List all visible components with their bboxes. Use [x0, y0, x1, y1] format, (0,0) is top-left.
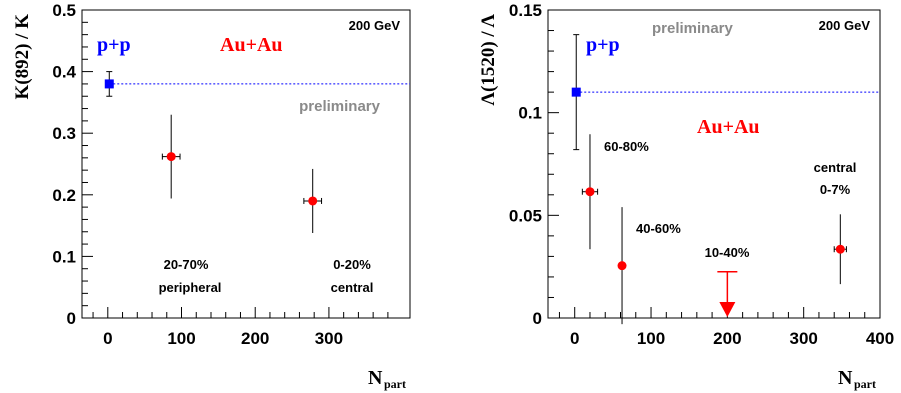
y-tick-label: 0.5	[52, 1, 76, 20]
auau-label: Au+Au	[220, 34, 283, 56]
x-tick-label: 200	[713, 329, 741, 348]
auau-data-point	[835, 244, 845, 254]
centrality-label: 40-60%	[636, 221, 681, 236]
panel-1: 0 0.1 0.2 0.3 0.4 0.5 0 100 200 300 K(892) / K N par…	[12, 1, 411, 391]
x-tick-label: 400	[866, 329, 894, 348]
centrality-label: 0-7%	[820, 182, 851, 197]
auau-data-point	[166, 152, 176, 162]
centrality-label: 20-70%	[164, 257, 209, 272]
x-tick-label: 300	[315, 329, 343, 348]
y-tick-label: 0.05	[509, 206, 542, 225]
x-tick-label: 100	[637, 329, 665, 348]
x-tick-label: 100	[167, 329, 195, 348]
auau-data-point	[308, 196, 318, 206]
x-tick-label: 200	[241, 329, 269, 348]
centrality-label: 0-20%	[333, 257, 371, 272]
y-tick-label: 0	[533, 309, 542, 328]
energy-label: 200 GeV	[349, 18, 401, 33]
centrality-label: 60-80%	[604, 139, 649, 154]
pp-data-point	[104, 79, 114, 89]
y-tick-label: 0.1	[518, 104, 542, 123]
pp-label: p+p	[97, 34, 131, 56]
plot-frame	[547, 9, 881, 319]
x-axis-label-sub: part	[854, 377, 876, 391]
upper-limit-arrow-icon	[719, 302, 736, 317]
auau-data-point	[585, 187, 595, 197]
y-tick-label: 0.1	[52, 247, 76, 266]
pp-label: p+p	[586, 34, 620, 56]
panel-2: 0 0.05 0.1 0.15 0 100 200 300 400 Λ(1520) / Λ N par…	[478, 1, 894, 391]
y-axis-label: Λ(1520) / Λ	[478, 14, 499, 106]
auau-label: Au+Au	[697, 116, 760, 138]
preliminary-label: preliminary	[299, 98, 381, 115]
pp-data-point	[571, 87, 581, 97]
centrality-label: central	[814, 160, 857, 175]
y-tick-label: 0.2	[52, 186, 76, 205]
energy-label: 200 GeV	[819, 18, 871, 33]
y-tick-label: 0.15	[509, 1, 542, 20]
plot-frame	[81, 9, 411, 319]
y-tick-label: 0.4	[52, 63, 76, 82]
x-axis-label: N	[368, 367, 383, 389]
centrality-label: 10-40%	[705, 245, 750, 260]
x-tick-label: 300	[789, 329, 817, 348]
y-tick-label: 0.3	[52, 124, 76, 143]
y-tick-label: 0	[67, 309, 76, 328]
x-tick-label: 0	[570, 329, 579, 348]
x-axis-label: N	[838, 367, 853, 389]
x-tick-label: 0	[103, 329, 112, 348]
y-axis-label: K(892) / K	[12, 14, 33, 100]
centrality-label: peripheral	[159, 280, 222, 295]
preliminary-label: preliminary	[652, 20, 734, 37]
centrality-label: central	[331, 280, 374, 295]
auau-data-point	[617, 261, 627, 271]
x-axis-label-sub: part	[384, 377, 406, 391]
